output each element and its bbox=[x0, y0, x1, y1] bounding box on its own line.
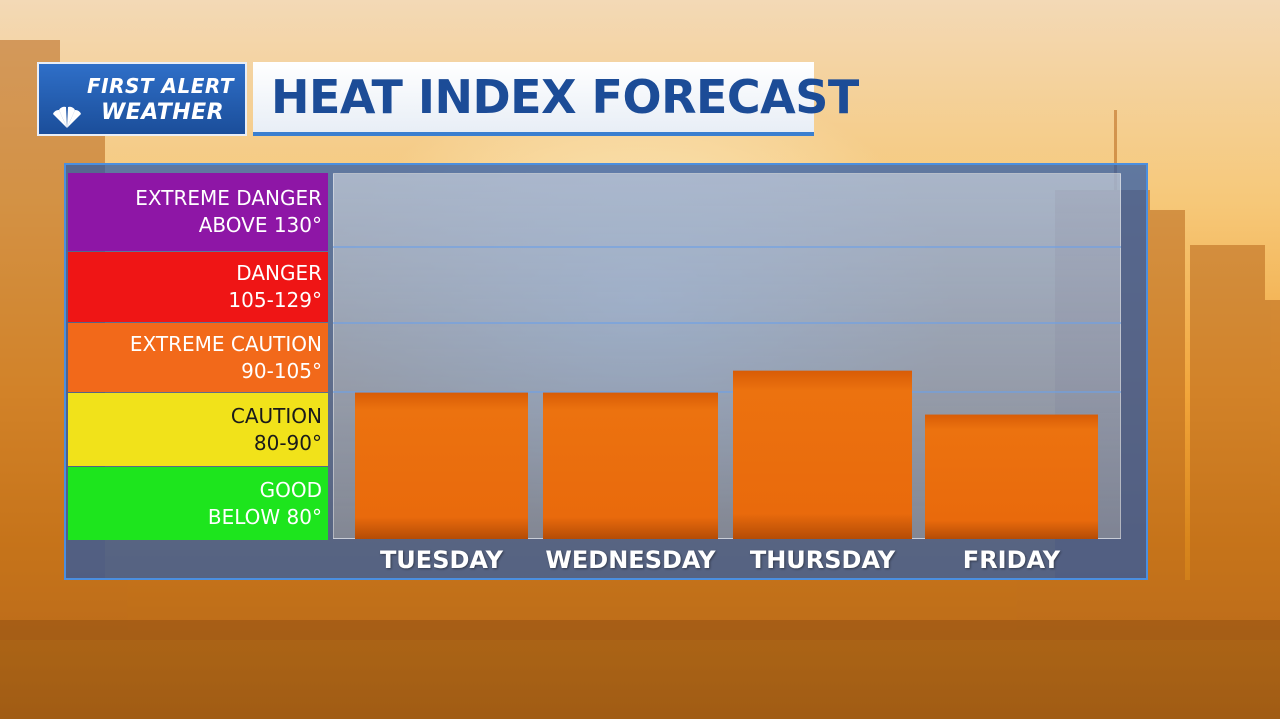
peacock-icon bbox=[53, 106, 81, 128]
legend-range: 105-129° bbox=[228, 288, 322, 312]
legend-range: 80-90° bbox=[253, 430, 322, 455]
legend-band-good: GOOD BELOW 80° bbox=[68, 467, 328, 540]
day-label-friday: FRIDAY bbox=[962, 546, 1061, 574]
legend-label: EXTREME CAUTION bbox=[129, 331, 322, 356]
legend-band-extreme-danger: EXTREME DANGER ABOVE 130° bbox=[68, 173, 328, 251]
bar-wednesday bbox=[543, 392, 718, 539]
legend-label: DANGER bbox=[236, 261, 322, 285]
chart-title: HEAT INDEX FORECAST bbox=[271, 70, 859, 124]
bar-friday bbox=[925, 414, 1098, 539]
legend-label: CAUTION bbox=[230, 403, 322, 428]
bar-tuesday bbox=[355, 392, 528, 539]
legend-label: GOOD bbox=[259, 477, 322, 502]
legend-band-danger: DANGER 105-129° bbox=[68, 252, 328, 322]
legend-range: ABOVE 130° bbox=[198, 213, 322, 237]
logo-line-1: FIRST ALERT bbox=[87, 74, 235, 98]
legend-label: EXTREME DANGER bbox=[135, 186, 322, 210]
title-banner: HEAT INDEX FORECAST bbox=[253, 62, 859, 136]
day-label-tuesday: TUESDAY bbox=[379, 546, 504, 574]
logo-line-2: WEATHER bbox=[101, 100, 225, 125]
day-label-wednesday: WEDNESDAY bbox=[545, 546, 716, 574]
legend-range: 90-105° bbox=[241, 358, 322, 383]
bar-thursday bbox=[733, 370, 912, 539]
day-label-thursday: THURSDAY bbox=[749, 546, 896, 574]
first-alert-weather-logo: FIRST ALERT WEATHER bbox=[37, 62, 247, 136]
legend-band-extreme-caution: EXTREME CAUTION 90-105° bbox=[68, 323, 328, 392]
legend-range: BELOW 80° bbox=[207, 504, 322, 529]
legend-band-caution: CAUTION 80-90° bbox=[68, 393, 328, 466]
